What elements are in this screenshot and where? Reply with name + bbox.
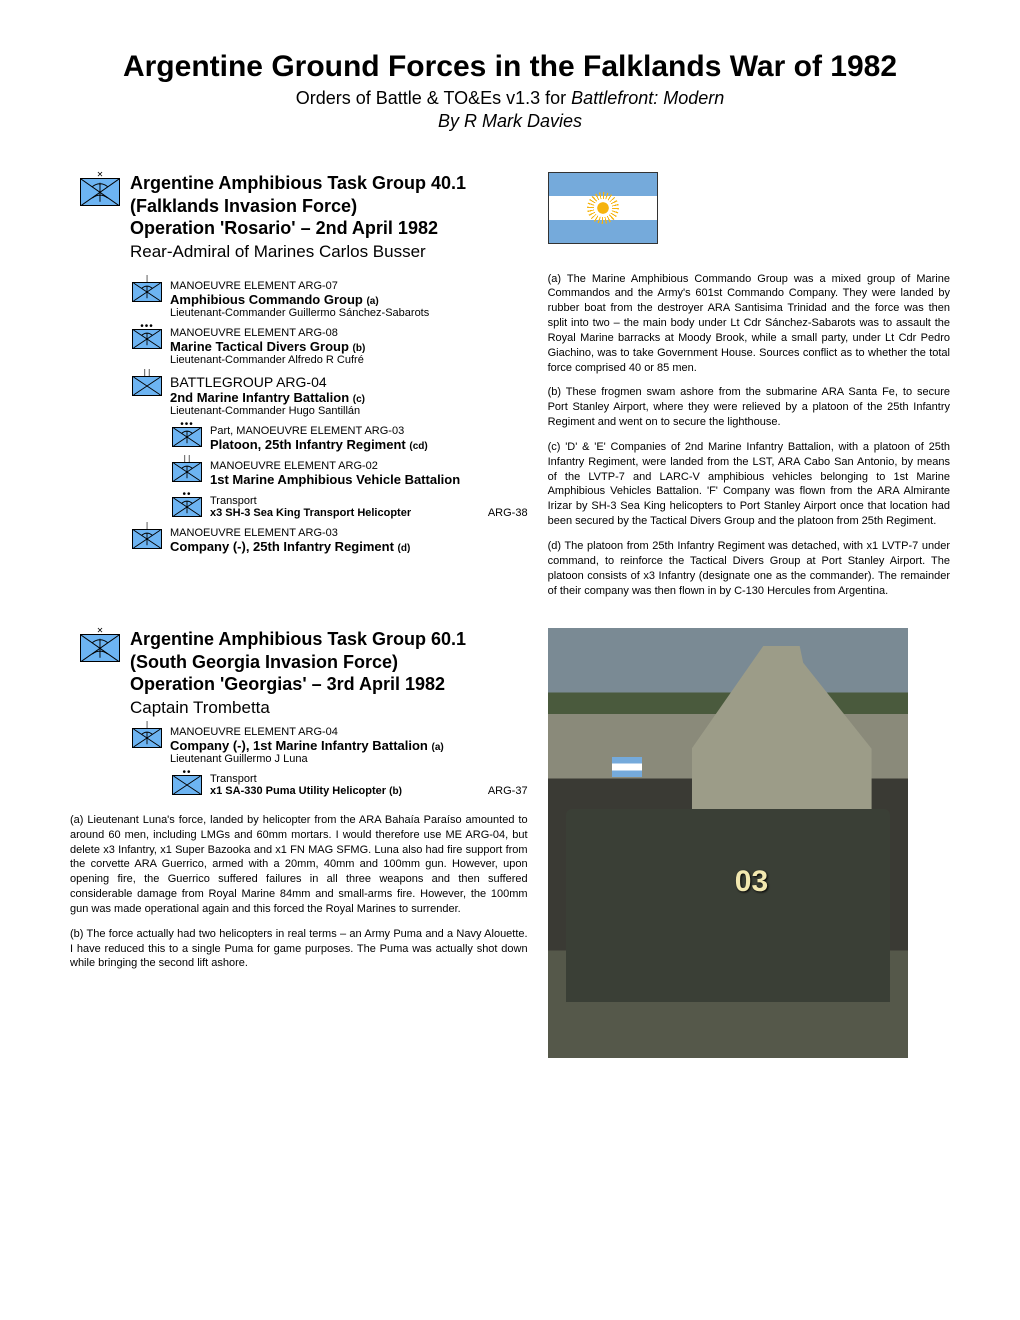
doc-subtitle: Orders of Battle & TO&Es v1.3 for Battle… [70,88,950,109]
unit-name: Platoon, 25th Infantry Regiment (cd) [210,437,528,452]
argentina-flag-icon [548,172,658,244]
transport-row: x1 SA-330 Puma Utility Helicopter (b) AR… [210,785,528,797]
tg401-h1: Argentine Amphibious Task Group 40.1 [130,172,528,195]
unit-top: MANOEUVRE ELEMENT ARG-04 [170,726,528,738]
doc-title: Argentine Ground Forces in the Falklands… [70,50,950,84]
echelon-marker: | [133,721,161,729]
tg601-h3: Operation 'Georgias' – 3rd April 1982 [130,673,528,696]
echelon-marker: | [133,275,161,283]
unit-top: MANOEUVRE ELEMENT ARG-08 [170,327,528,339]
echelon-marker: ✕ [81,627,119,635]
unit-top: MANOEUVRE ELEMENT ARG-07 [170,280,528,292]
lower-note-b: (b) The force actually had two helicopte… [70,927,528,972]
unit-block: ••• Part, MANOEUVRE ELEMENT ARG-03 Plato… [210,425,528,452]
hq-symbol-icon: ✕ [80,178,120,206]
subtitle-prefix: Orders of Battle & TO&Es v1.3 for [296,88,571,108]
unit-block: | MANOEUVRE ELEMENT ARG-03 Company (-), … [170,527,528,554]
unit-symbol-icon: | | [172,462,202,482]
note-d: (d) The platoon from 25th Infantry Regim… [548,539,950,598]
echelon-marker: ••• [133,322,161,332]
echelon-marker: ••• [173,420,201,430]
unit-block: | MANOEUVRE ELEMENT ARG-04 Company (-), … [170,726,528,765]
echelon-marker: | [133,522,161,530]
echelon-marker: •• [173,490,201,500]
unit-block: | | MANOEUVRE ELEMENT ARG-02 1st Marine … [210,460,528,487]
unit-sub: Lieutenant-Commander Alfredo R Cufré [170,354,528,366]
unit-name: Amphibious Commando Group (a) [170,292,528,307]
unit-block: •• Transport x1 SA-330 Puma Utility Heli… [210,773,528,797]
unit-top: MANOEUVRE ELEMENT ARG-03 [170,527,528,539]
note-c: (c) 'D' & 'E' Companies of 2nd Marine In… [548,440,950,529]
echelon-marker: | | [173,455,201,463]
unit-symbol-icon: | [132,282,162,302]
vehicle-number: 03 [735,865,768,899]
unit-top: MANOEUVRE ELEMENT ARG-02 [210,460,528,472]
tg401-h3: Operation 'Rosario' – 2nd April 1982 [130,217,528,240]
unit-name: 1st Marine Amphibious Vehicle Battalion [210,472,528,487]
unit-name: 2nd Marine Infantry Battalion (c) [170,390,528,405]
tg601-h2: (South Georgia Invasion Force) [130,651,528,674]
tg601-h1: Argentine Amphibious Task Group 60.1 [130,628,528,651]
unit-block: ••• MANOEUVRE ELEMENT ARG-08 Marine Tact… [170,327,528,366]
echelon-marker: •• [173,768,201,778]
hq-symbol-icon: ✕ [80,634,120,662]
unit-top: Transport [210,773,528,785]
echelon-marker: | | [133,369,161,377]
unit-sub: Lieutenant Guillermo J Luna [170,753,528,765]
photo-lvtp-stanley: 03 [548,628,908,1058]
unit-block: •• Transport x3 SH-3 Sea King Transport … [210,495,528,519]
unit-top: Transport [210,495,528,507]
aviation-symbol-icon: •• [172,775,202,795]
unit-block: | MANOEUVRE ELEMENT ARG-07 Amphibious Co… [170,280,528,319]
unit-top: Part, MANOEUVRE ELEMENT ARG-03 [210,425,528,437]
echelon-marker: ✕ [81,171,119,179]
tg401-h2: (Falklands Invasion Force) [130,195,528,218]
doc-author: By R Mark Davies [70,111,950,132]
unit-sub: Lieutenant-Commander Guillermo Sánchez-S… [170,307,528,319]
note-b: (b) These frogmen swam ashore from the s… [548,385,950,430]
tg401-cmdr: Rear-Admiral of Marines Carlos Busser [130,242,528,262]
unit-name: Company (-), 1st Marine Infantry Battali… [170,738,528,753]
infantry-symbol-icon: | [132,728,162,748]
lower-note-a: (a) Lieutenant Luna's force, landed by h… [70,813,528,917]
note-a: (a) The Marine Amphibious Commando Group… [548,272,950,376]
unit-symbol-icon: ••• [172,427,202,447]
unit-symbol-icon: | [132,529,162,549]
unit-symbol-icon: ••• [132,329,162,349]
unit-sub: Lieutenant-Commander Hugo Santillán [170,405,528,417]
unit-block: | | BATTLEGROUP ARG-04 2nd Marine Infant… [170,374,528,417]
unit-symbol-icon: •• [172,497,202,517]
tg601-cmdr: Captain Trombetta [130,698,528,718]
transport-row: x3 SH-3 Sea King Transport HelicopterARG… [210,507,528,519]
unit-symbol-icon: | | [132,376,162,396]
subtitle-italic: Battlefront: Modern [571,88,724,108]
unit-top: BATTLEGROUP ARG-04 [170,374,528,390]
unit-name: Company (-), 25th Infantry Regiment (d) [170,539,528,554]
unit-name: Marine Tactical Divers Group (b) [170,339,528,354]
